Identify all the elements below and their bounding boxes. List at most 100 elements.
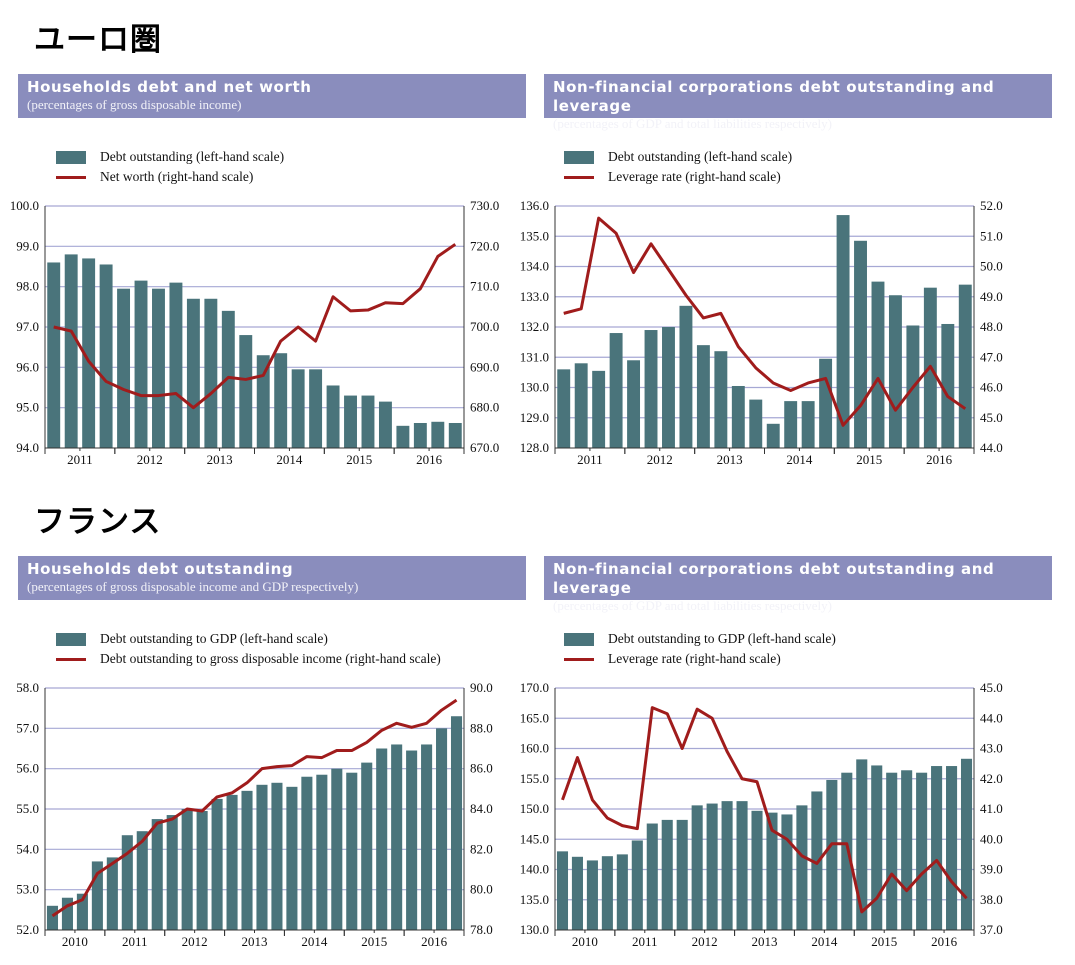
line-series <box>563 216 967 427</box>
bar <box>46 905 59 930</box>
year-label: 2012 <box>692 934 718 949</box>
bar <box>557 369 571 448</box>
year-label: 2010 <box>62 934 88 949</box>
bar <box>609 333 623 448</box>
left-tick-label: 55.0 <box>16 801 39 816</box>
chart-subtitle: (percentages of gross disposable income) <box>27 97 242 112</box>
left-tick-label: 95.0 <box>16 400 39 415</box>
bar <box>204 298 218 448</box>
bar <box>331 768 343 930</box>
bar <box>421 744 433 930</box>
legend-label: Leverage rate (right-hand scale) <box>608 651 781 666</box>
right-tick-label: 45.0 <box>980 410 1003 425</box>
chart-subtitle: (percentages of GDP and total liabilitie… <box>553 598 832 613</box>
bar <box>766 812 778 930</box>
left-tick-label: 96.0 <box>16 359 39 374</box>
left-tick-label: 128.0 <box>520 440 549 455</box>
bar <box>169 282 183 448</box>
right-tick-label: 84.0 <box>470 801 493 816</box>
bar <box>361 762 373 930</box>
legend: Debt outstanding (left-hand scale) Net w… <box>56 147 284 187</box>
right-tick-label: 680.0 <box>470 400 499 415</box>
bar <box>871 765 883 930</box>
panel-fr-corporations: Non-financial corporations debt outstand… <box>544 556 1052 666</box>
legend-line-swatch <box>564 175 594 179</box>
bar <box>136 831 148 930</box>
right-tick-label: 41.0 <box>980 801 1003 816</box>
bar <box>413 422 427 448</box>
legend-item-line: Leverage rate (right-hand scale) <box>564 167 792 187</box>
bar <box>601 856 613 930</box>
right-tick-label: 700.0 <box>470 319 499 334</box>
right-tick-label: 44.0 <box>980 440 1003 455</box>
left-tick-label: 99.0 <box>16 238 39 253</box>
line-series <box>561 706 968 914</box>
year-label: 2011 <box>67 452 93 467</box>
bar <box>376 748 388 930</box>
left-tick-label: 134.0 <box>520 259 549 274</box>
bar <box>751 810 763 930</box>
legend-line-swatch <box>56 175 86 179</box>
bar <box>958 284 972 448</box>
year-label: 2011 <box>577 452 603 467</box>
bar <box>309 369 323 448</box>
year-label: 2013 <box>752 934 778 949</box>
bar <box>662 327 675 448</box>
right-tick-label: 38.0 <box>980 892 1003 907</box>
bar <box>61 897 73 930</box>
bar <box>64 254 78 448</box>
bar <box>186 298 200 448</box>
year-label: 2016 <box>421 934 448 949</box>
right-tick-label: 80.0 <box>470 882 493 897</box>
left-tick-label: 135.0 <box>520 228 549 243</box>
bar <box>841 772 853 930</box>
left-tick-label: 54.0 <box>16 841 39 856</box>
left-tick-label: 165.0 <box>520 710 549 725</box>
right-tick-label: 710.0 <box>470 279 499 294</box>
bar <box>117 288 131 448</box>
bar <box>121 835 133 930</box>
region-title-france: フランス <box>34 504 162 540</box>
region-title-euro-area: ユーロ圏 <box>34 22 162 58</box>
year-label: 2016 <box>926 452 953 467</box>
right-tick-label: 45.0 <box>980 680 1003 695</box>
year-label: 2013 <box>242 934 268 949</box>
legend-item-line: Net worth (right-hand scale) <box>56 167 284 187</box>
left-tick-label: 98.0 <box>16 279 39 294</box>
year-label: 2015 <box>361 934 387 949</box>
bar <box>326 385 340 448</box>
line-series <box>53 243 457 410</box>
bar <box>721 801 733 930</box>
chart-title: Households debt and net worth <box>27 78 312 96</box>
bar <box>749 399 763 448</box>
left-tick-label: 132.0 <box>520 319 549 334</box>
legend-bar-swatch <box>564 632 594 646</box>
chart-title: Non-financial corporations debt outstand… <box>553 78 995 115</box>
left-tick-label: 57.0 <box>16 720 39 735</box>
bar <box>901 770 913 930</box>
legend-label: Leverage rate (right-hand scale) <box>608 169 781 184</box>
bar <box>151 819 163 930</box>
bar <box>916 772 928 930</box>
bar <box>886 772 898 930</box>
right-tick-label: 37.0 <box>980 922 1003 937</box>
bar <box>631 840 643 930</box>
bar <box>391 744 403 930</box>
bar <box>431 421 445 448</box>
bar <box>436 728 448 930</box>
bar <box>239 335 253 448</box>
right-tick-label: 44.0 <box>980 710 1003 725</box>
left-tick-label: 160.0 <box>520 741 549 756</box>
right-tick-label: 88.0 <box>470 720 493 735</box>
left-tick-label: 56.0 <box>16 761 39 776</box>
bar <box>784 401 798 448</box>
chart-subtitle: (percentages of GDP and total liabilitie… <box>553 116 832 131</box>
legend-item-line: Leverage rate (right-hand scale) <box>564 649 836 669</box>
bar <box>960 758 973 930</box>
chart-subtitle: (percentages of gross disposable income … <box>27 579 359 594</box>
bar <box>450 716 463 930</box>
bar <box>781 814 793 930</box>
year-label: 2011 <box>632 934 658 949</box>
left-tick-label: 97.0 <box>16 319 39 334</box>
panel-ea-households: Households debt and net worth (percentag… <box>18 74 526 184</box>
